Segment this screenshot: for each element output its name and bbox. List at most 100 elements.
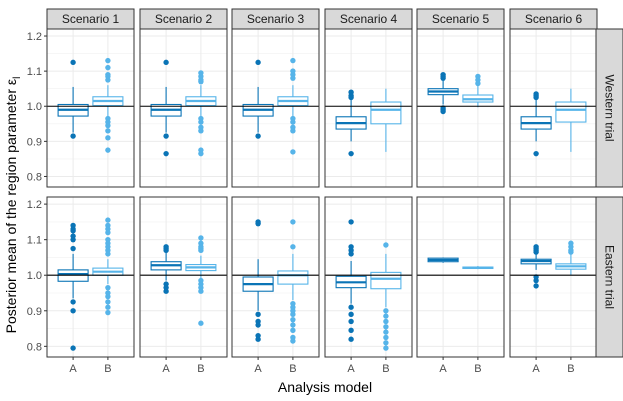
panel-background bbox=[510, 197, 597, 357]
column-strip-background bbox=[509, 8, 598, 30]
outlier-point bbox=[70, 299, 76, 305]
outlier-point bbox=[105, 122, 111, 129]
row-strip-label: Western trial bbox=[603, 74, 617, 141]
outlier-point bbox=[290, 311, 296, 318]
outlier-point bbox=[348, 94, 354, 101]
outlier-point bbox=[105, 135, 111, 141]
box-B bbox=[92, 57, 124, 153]
outlier-point bbox=[383, 334, 389, 341]
y-tick-label: 1.1 bbox=[27, 66, 42, 78]
outlier-point bbox=[290, 149, 296, 155]
outlier-point bbox=[70, 236, 76, 243]
column-strip-label: Scenario 1 bbox=[62, 12, 120, 26]
box-A bbox=[335, 219, 367, 342]
outlier-point bbox=[105, 217, 111, 223]
x-tick-label: A bbox=[69, 363, 77, 375]
outlier-point bbox=[198, 150, 204, 157]
y-tick-label: 1.0 bbox=[27, 101, 42, 113]
outlier-point bbox=[383, 324, 389, 330]
column-strip-background bbox=[231, 8, 320, 30]
panel-background bbox=[417, 29, 504, 187]
box-A bbox=[335, 89, 367, 157]
column-strip-label: Scenario 3 bbox=[247, 12, 305, 26]
outlier-point bbox=[383, 345, 389, 351]
outlier-point bbox=[255, 322, 261, 328]
outlier-point bbox=[105, 147, 111, 153]
x-tick-label: A bbox=[254, 363, 262, 375]
y-axis-title-main: Posterior mean of the region parameter ε bbox=[3, 79, 19, 333]
outlier-point bbox=[105, 299, 111, 305]
outlier-point bbox=[533, 94, 539, 101]
panel-border bbox=[324, 196, 413, 358]
outlier-point bbox=[255, 220, 261, 227]
outlier-point bbox=[290, 338, 296, 344]
y-axis-title: Posterior mean of the region parameter ε… bbox=[3, 77, 23, 334]
box-B bbox=[555, 88, 587, 152]
box-A bbox=[242, 219, 274, 342]
outlier-point bbox=[70, 133, 76, 139]
strips-layer: Western trial Eastern trial Scenario 1 Scen… bbox=[46, 8, 623, 358]
outlier-point bbox=[255, 133, 261, 139]
outlier-point bbox=[255, 59, 261, 66]
outlier-point bbox=[383, 318, 389, 325]
panel-1-3 bbox=[231, 28, 320, 188]
box-iqr bbox=[370, 101, 402, 125]
panel-1-4 bbox=[324, 28, 413, 188]
outlier-point bbox=[198, 78, 204, 85]
row-strip-1: Western trial bbox=[595, 28, 623, 188]
box-B bbox=[277, 57, 309, 155]
panels-layer bbox=[46, 28, 598, 358]
outlier-point bbox=[255, 311, 261, 318]
outlier-point bbox=[105, 309, 111, 316]
panel-2-1 bbox=[46, 196, 135, 358]
box-A bbox=[427, 257, 459, 263]
box-A bbox=[242, 59, 274, 139]
panel-background bbox=[417, 197, 504, 357]
panel-2-5 bbox=[416, 196, 505, 358]
outlier-point bbox=[533, 150, 539, 157]
y-tick-label: 0.9 bbox=[27, 136, 42, 148]
panel-2-2 bbox=[139, 196, 228, 358]
x-tick-label: B bbox=[289, 363, 296, 375]
panel-2-3 bbox=[231, 196, 320, 358]
outlier-point bbox=[105, 251, 111, 257]
outlier-point bbox=[348, 219, 354, 225]
column-strip-3: Scenario 3 bbox=[231, 8, 320, 30]
row-strip-background bbox=[595, 196, 623, 358]
y-tick-label: 0.9 bbox=[27, 306, 42, 318]
outlier-point bbox=[198, 288, 204, 294]
outlier-point bbox=[568, 249, 574, 255]
box-A bbox=[427, 71, 459, 115]
column-strip-background bbox=[416, 8, 505, 30]
outlier-point bbox=[348, 304, 354, 310]
x-tick-label: B bbox=[382, 363, 389, 375]
y-tick-label: 0.8 bbox=[27, 171, 42, 183]
outlier-point bbox=[70, 345, 76, 351]
box-B bbox=[185, 70, 217, 157]
outlier-point bbox=[440, 108, 446, 115]
outlier-point bbox=[440, 75, 446, 81]
panel-1-5 bbox=[416, 28, 505, 188]
column-strip-4: Scenario 4 bbox=[324, 8, 413, 30]
column-strip-background bbox=[324, 8, 413, 30]
outlier-point bbox=[105, 64, 111, 71]
outlier-point bbox=[348, 318, 354, 325]
box-A bbox=[520, 91, 552, 157]
y-tick-label: 0.8 bbox=[27, 341, 42, 353]
column-strip-label: Scenario 5 bbox=[432, 12, 490, 26]
outlier-point bbox=[70, 228, 76, 234]
row-strip-background bbox=[595, 28, 623, 188]
panel-1-6 bbox=[509, 28, 598, 188]
x-tick-label: B bbox=[104, 363, 111, 375]
panel-background bbox=[140, 197, 227, 357]
box-B bbox=[462, 265, 494, 270]
column-strip-6: Scenario 6 bbox=[509, 8, 598, 30]
outlier-point bbox=[290, 327, 296, 334]
outlier-point bbox=[105, 284, 111, 291]
outlier-point bbox=[533, 283, 539, 289]
row-strip-2: Eastern trial bbox=[595, 196, 623, 358]
column-strip-2: Scenario 2 bbox=[139, 8, 228, 30]
outlier-point bbox=[163, 133, 169, 139]
outlier-point bbox=[290, 244, 296, 250]
